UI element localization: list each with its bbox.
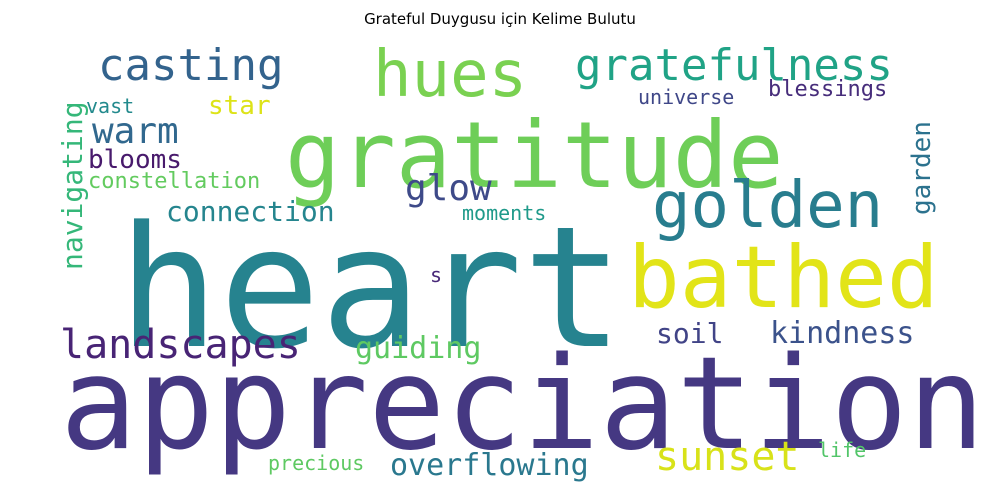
word-constellation: constellation [88, 169, 260, 194]
word-casting: casting [98, 40, 283, 91]
word-blessings: blessings [768, 77, 887, 102]
word-kindness: kindness [770, 316, 915, 351]
word-gratitude: gratitude [285, 102, 784, 209]
word-s: s [430, 263, 442, 287]
word-warm: warm [92, 111, 179, 152]
word-golden: golden [652, 169, 883, 243]
word-universe: universe [638, 85, 734, 109]
word-moments: moments [462, 201, 546, 225]
word-hues: hues [373, 38, 527, 112]
word-bathed: bathed [628, 228, 939, 328]
word-glow: glow [405, 168, 492, 209]
word-garden: garden [907, 121, 937, 215]
word-blooms: blooms [88, 145, 182, 175]
word-landscapes: landscapes [60, 322, 301, 368]
word-guiding: guiding [355, 331, 481, 366]
word-connection: connection [166, 195, 335, 228]
word-life: life [818, 438, 866, 462]
word-appreciation: appreciation [60, 330, 985, 479]
word-precious: precious [268, 451, 364, 475]
word-navigating: navigating [56, 101, 89, 270]
word-soil: soil [656, 317, 723, 350]
word-overflowing: overflowing [390, 448, 589, 483]
word-star: star [208, 91, 271, 121]
word-heart: heart [118, 190, 624, 386]
word-sunset: sunset [655, 434, 800, 480]
word-gratefulness: gratefulness [575, 40, 893, 91]
word-vast: vast [86, 94, 134, 118]
chart-title: Grateful Duygusu için Kelime Bulutu [364, 10, 636, 28]
